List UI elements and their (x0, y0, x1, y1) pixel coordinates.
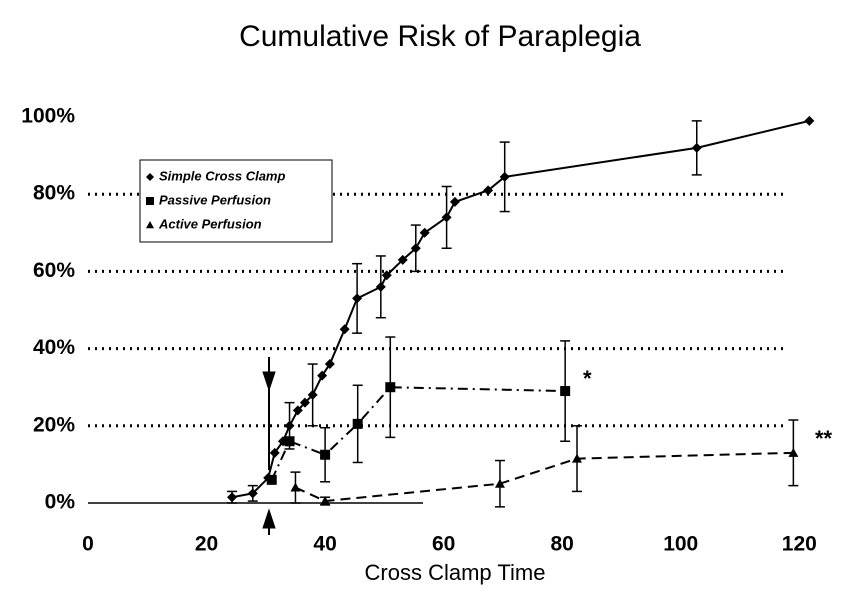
marker (691, 142, 702, 153)
marker (410, 243, 421, 254)
marker (227, 492, 238, 503)
marker (352, 418, 363, 429)
grid: 0% 20% 40% 60% 80% 100% 0 20 40 60 80 100 120 (21, 105, 817, 556)
marker (324, 359, 335, 370)
legend-label: Simple Cross Clamp (159, 168, 285, 183)
y-tick-label: 20% (33, 413, 75, 436)
annotation: ** (815, 426, 833, 451)
marker (804, 115, 815, 126)
marker (320, 496, 331, 506)
marker (317, 370, 328, 381)
arrow-head (262, 371, 276, 392)
chart-title: Cumulative Risk of Paraplegia (239, 20, 641, 53)
marker (266, 474, 277, 485)
x-tick-label: 40 (313, 533, 336, 556)
x-tick-label: 80 (551, 533, 574, 556)
marker (494, 478, 505, 488)
marker (381, 270, 392, 281)
marker (146, 173, 154, 181)
marker (419, 227, 430, 238)
y-tick-label: 0% (45, 491, 76, 514)
marker (572, 453, 583, 463)
x-tick-label: 0 (82, 533, 94, 556)
marker (560, 386, 571, 397)
marker (247, 488, 258, 499)
marker (299, 397, 310, 408)
marker (499, 171, 510, 182)
annotation: * (583, 366, 592, 391)
marker (449, 196, 460, 207)
x-tick-label: 120 (782, 533, 817, 556)
marker (292, 405, 303, 416)
marker (290, 482, 301, 492)
y-tick-label: 40% (33, 336, 75, 359)
plot-area (227, 115, 815, 508)
marker (146, 197, 154, 205)
x-tick-label: 60 (432, 533, 455, 556)
marker (397, 254, 408, 265)
series-line (270, 386, 566, 481)
legend: Simple Cross Clamp Passive Perfusion Activ… (139, 159, 333, 243)
y-tick-label: 60% (33, 259, 75, 282)
y-tick-label: 100% (21, 105, 75, 128)
marker (385, 382, 396, 393)
marker (788, 447, 799, 457)
marker (352, 293, 363, 304)
marker (284, 420, 295, 431)
marker (339, 324, 350, 335)
marker (375, 281, 386, 292)
series-line (295, 451, 794, 503)
x-axis-label: Cross Clamp Time (365, 560, 546, 585)
marker (307, 389, 318, 400)
x-tick-label: 20 (195, 533, 218, 556)
legend-label: Passive Perfusion (159, 192, 271, 207)
arrow-head (262, 508, 276, 529)
legend-box (139, 159, 333, 243)
marker (483, 185, 494, 196)
marker (146, 221, 154, 229)
marker (320, 449, 331, 460)
y-tick-label: 80% (33, 182, 75, 205)
legend-label: Active Perfusion (158, 216, 262, 231)
marker (269, 447, 280, 458)
marker (441, 212, 452, 223)
marker (284, 436, 295, 447)
x-tick-label: 100 (663, 533, 698, 556)
arrows (262, 357, 276, 535)
